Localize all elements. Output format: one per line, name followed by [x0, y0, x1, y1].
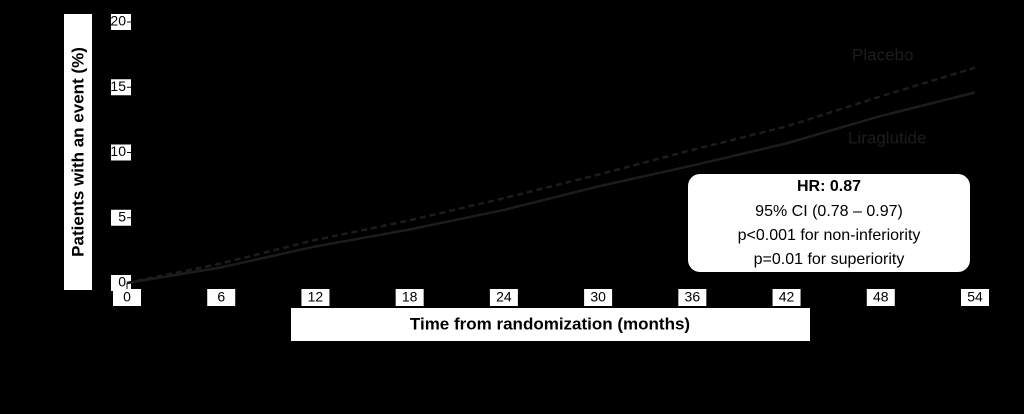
- y-label-box: [64, 14, 92, 290]
- y-tick-box: [111, 275, 131, 291]
- x-tick-box: [395, 289, 424, 306]
- x-tick-box: [678, 289, 707, 306]
- x-tick-label: 24: [496, 289, 512, 305]
- y-tick-label: 10: [110, 143, 126, 159]
- x-tick-box: [113, 289, 141, 306]
- x-tick-label: 30: [590, 289, 606, 305]
- hr-text: HR: 0.87: [797, 178, 861, 195]
- ci-text: 95% CI (0.78 – 0.97): [755, 203, 903, 220]
- y-tick-label: 20: [110, 13, 126, 29]
- hr-box: [688, 174, 970, 272]
- x-tick-box: [584, 289, 613, 306]
- series-line: [126, 91, 976, 285]
- x-tick-label: 36: [685, 289, 701, 305]
- x-tick-box: [961, 289, 989, 306]
- x-tick-box: [301, 289, 330, 306]
- y-tick-box: [111, 144, 131, 161]
- x-tick-box: [489, 289, 518, 306]
- x-tick-label: 54: [967, 289, 983, 305]
- y-tick-box: [111, 79, 131, 96]
- x-tick-box: [866, 289, 895, 306]
- x-tick-label: 48: [873, 289, 889, 305]
- series-line: [126, 66, 976, 285]
- x-tick-box: [772, 289, 801, 306]
- x-axis-label: Time from randomization (months): [410, 314, 690, 333]
- x-tick-label: 6: [217, 289, 225, 305]
- y-tick-box: [111, 14, 131, 30]
- legend-label: Placebo: [852, 45, 913, 64]
- y-tick-box: [111, 209, 131, 226]
- x-label-box: [291, 308, 810, 341]
- x-tick-label: 42: [779, 289, 795, 305]
- x-tick-box: [207, 289, 236, 306]
- p-text: p<0.001 for non-inferiority: [738, 227, 921, 244]
- y-axis-label: Patients with an event (%): [68, 47, 87, 257]
- x-tick-label: 12: [308, 289, 324, 305]
- x-tick-label: 18: [402, 289, 418, 305]
- x-tick-label: 0: [123, 289, 131, 305]
- y-tick-label: 15: [110, 78, 126, 94]
- y-tick-label: 5: [118, 208, 126, 224]
- legend-label: Liraglutide: [848, 128, 926, 147]
- y-tick-label: 0: [118, 274, 126, 290]
- p-text: p=0.01 for superiority: [754, 251, 905, 268]
